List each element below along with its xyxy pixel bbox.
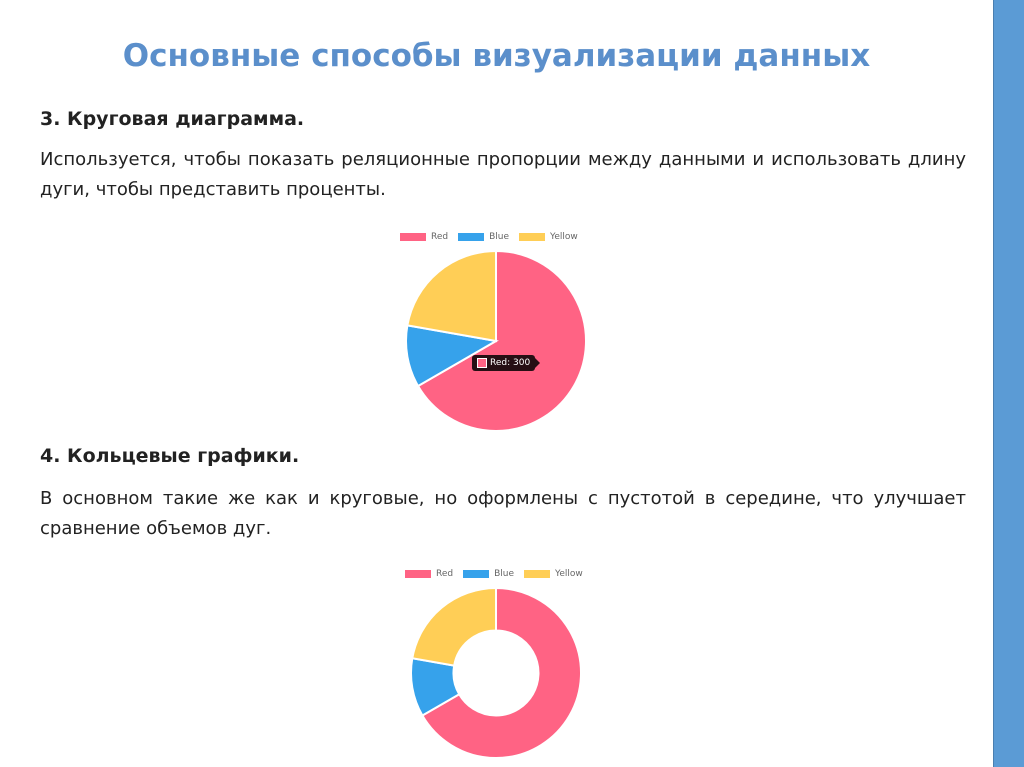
accent-side-bar — [993, 0, 1024, 767]
slice-yellow[interactable] — [411, 587, 497, 667]
legend-swatch-red — [400, 233, 426, 241]
legend-swatch-yellow — [519, 233, 546, 241]
slide-title: Основные способы визуализации данных — [122, 38, 871, 74]
doughnut-chart[interactable] — [410, 587, 582, 759]
legend-item-red[interactable]: Red — [400, 232, 448, 242]
pie-chart[interactable] — [405, 250, 587, 432]
legend-label: Red — [436, 569, 454, 579]
section-heading-pie: 3. Круговая диаграмма. — [40, 108, 305, 130]
legend-label: Red — [431, 232, 449, 242]
legend-label: Blue — [494, 569, 515, 579]
slice-red[interactable] — [421, 587, 582, 759]
legend-swatch-red — [405, 570, 431, 578]
doughnut-legend: Red Blue Yellow — [405, 569, 583, 579]
tooltip-color-box — [477, 358, 487, 368]
legend-label: Yellow — [550, 232, 578, 242]
legend-label: Yellow — [555, 569, 583, 579]
section-heading-doughnut: 4. Кольцевые графики. — [40, 445, 300, 467]
legend-swatch-blue — [463, 570, 490, 578]
legend-item-yellow[interactable]: Yellow — [524, 569, 583, 579]
section-text-doughnut: В основном такие же как и круговые, но о… — [40, 488, 966, 539]
legend-swatch-blue — [458, 233, 485, 241]
section-text-pie: Используется, чтобы показать реляционные… — [40, 149, 966, 200]
pie-legend: Red Blue Yellow — [400, 232, 578, 242]
legend-item-blue[interactable]: Blue — [458, 232, 509, 242]
legend-item-blue[interactable]: Blue — [463, 569, 514, 579]
legend-label: Blue — [489, 232, 510, 242]
chart-tooltip: Red: 300 — [472, 355, 541, 371]
legend-item-yellow[interactable]: Yellow — [519, 232, 578, 242]
slice-yellow[interactable] — [406, 250, 497, 343]
tooltip-text: Red: 300 — [490, 358, 531, 368]
slice-red[interactable] — [416, 250, 587, 432]
legend-item-red[interactable]: Red — [405, 569, 453, 579]
legend-swatch-yellow — [524, 570, 551, 578]
